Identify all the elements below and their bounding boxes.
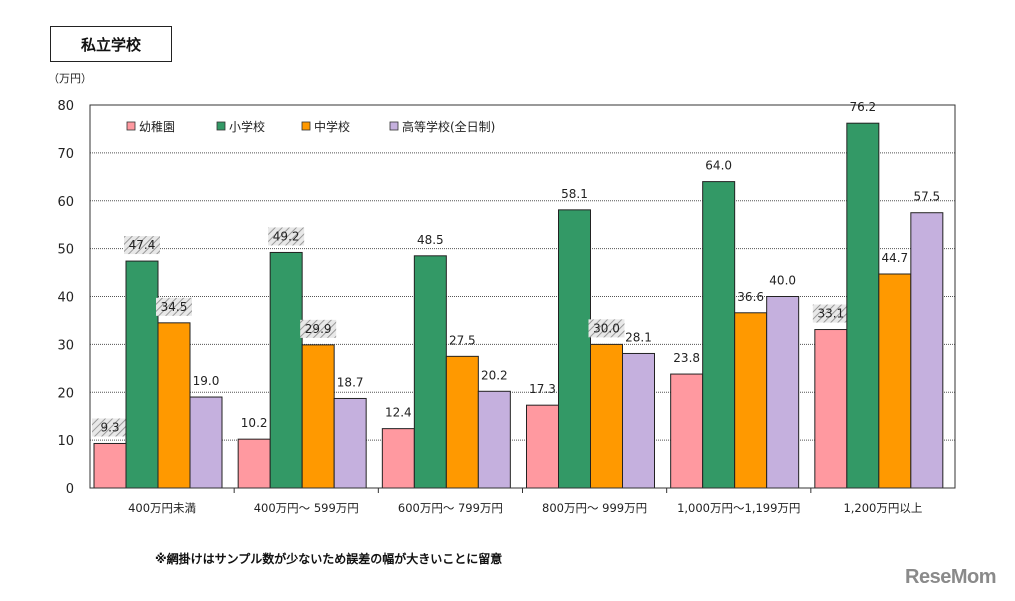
x-tick-label: 1,000万円～1,199万円: [677, 501, 800, 515]
y-tick-label: 40: [57, 291, 74, 306]
data-label: 64.0: [705, 159, 732, 173]
data-label: 17.3: [529, 382, 556, 396]
hatch-marker: [812, 304, 849, 323]
bar-3: [333, 397, 367, 489]
bar-2: [445, 355, 479, 489]
legend-swatch: [126, 121, 136, 131]
y-axis-label: （万円）: [48, 72, 92, 85]
data-label: 18.7: [337, 375, 364, 389]
data-label: 49.2: [273, 229, 300, 243]
data-label: 23.8: [673, 351, 700, 365]
legend-label: 小学校: [229, 119, 265, 134]
bar-3: [622, 352, 655, 489]
y-tick-label: 70: [57, 147, 74, 162]
data-label: 29.9: [305, 322, 332, 336]
legend-swatch: [216, 121, 226, 131]
bar-0: [381, 428, 415, 489]
data-label: 33.1: [817, 307, 844, 321]
bar-1: [269, 251, 303, 489]
bar-3: [189, 396, 223, 489]
bar-1: [846, 122, 880, 489]
data-label: 12.4: [385, 406, 412, 420]
bar-0: [814, 329, 848, 489]
data-label: 30.0: [593, 321, 620, 335]
hatch-marker: [124, 236, 160, 255]
x-tick-label: 400万円未満: [128, 501, 196, 515]
y-tick-label: 60: [57, 195, 74, 210]
y-tick-label: 10: [57, 434, 74, 449]
hatch-marker: [588, 319, 625, 338]
data-label: 58.1: [561, 187, 588, 201]
legend-label: 高等学校(全日制): [402, 119, 495, 134]
bar-2: [590, 343, 623, 489]
data-label: 9.3: [100, 420, 119, 434]
data-label: 44.7: [881, 251, 908, 265]
data-label: 57.5: [913, 190, 940, 204]
bar-2: [734, 312, 768, 489]
legend-label: 中学校: [314, 119, 350, 134]
y-tick-label: 0: [66, 482, 74, 497]
bar-1: [125, 260, 159, 489]
chart-title: 私立学校: [50, 26, 172, 62]
bar-3: [477, 390, 511, 489]
bar-1: [702, 181, 736, 489]
y-tick-label: 30: [57, 338, 74, 353]
data-label: 27.5: [449, 333, 476, 347]
y-tick-label: 80: [57, 99, 74, 114]
y-tick-label: 20: [57, 386, 74, 401]
hatch-marker: [300, 319, 337, 338]
bar-2: [878, 273, 912, 489]
data-label: 48.5: [417, 233, 444, 247]
bar-0: [93, 442, 127, 489]
data-label: 36.6: [737, 290, 764, 304]
data-label: 34.5: [161, 300, 188, 314]
bar-3: [910, 212, 944, 489]
bar-0: [526, 404, 559, 489]
hatch-marker: [156, 297, 192, 316]
bar-2: [157, 322, 191, 489]
data-label: 20.2: [481, 368, 508, 382]
legend-label: 幼稚園: [139, 120, 175, 134]
resemom-logo: ReseMom: [905, 566, 996, 588]
data-label: 76.2: [849, 100, 876, 114]
x-tick-label: 400万円～ 599万円: [254, 501, 359, 515]
hatch-marker: [268, 227, 305, 246]
x-tick-label: 600万円～ 799万円: [398, 501, 503, 515]
bar-0: [670, 373, 704, 489]
bar-0: [237, 438, 271, 489]
footnote: ※網掛けはサンプル数が少ないため誤差の幅が大きいことに留意: [155, 552, 503, 566]
bar-1: [413, 255, 447, 489]
bar-3: [766, 296, 800, 489]
data-label: 47.4: [129, 238, 156, 252]
y-tick-label: 50: [57, 243, 74, 258]
data-label: 40.0: [769, 274, 796, 288]
bar-1: [558, 209, 591, 489]
hatch-marker: [92, 418, 128, 437]
data-label: 28.1: [625, 330, 652, 344]
data-label: 19.0: [193, 374, 220, 388]
legend-swatch: [389, 121, 399, 131]
x-tick-label: 800万円～ 999万円: [542, 501, 647, 515]
x-tick-label: 1,200万円以上: [843, 501, 922, 515]
legend-swatch: [301, 121, 311, 131]
data-label: 10.2: [241, 416, 268, 430]
bar-2: [301, 344, 335, 489]
